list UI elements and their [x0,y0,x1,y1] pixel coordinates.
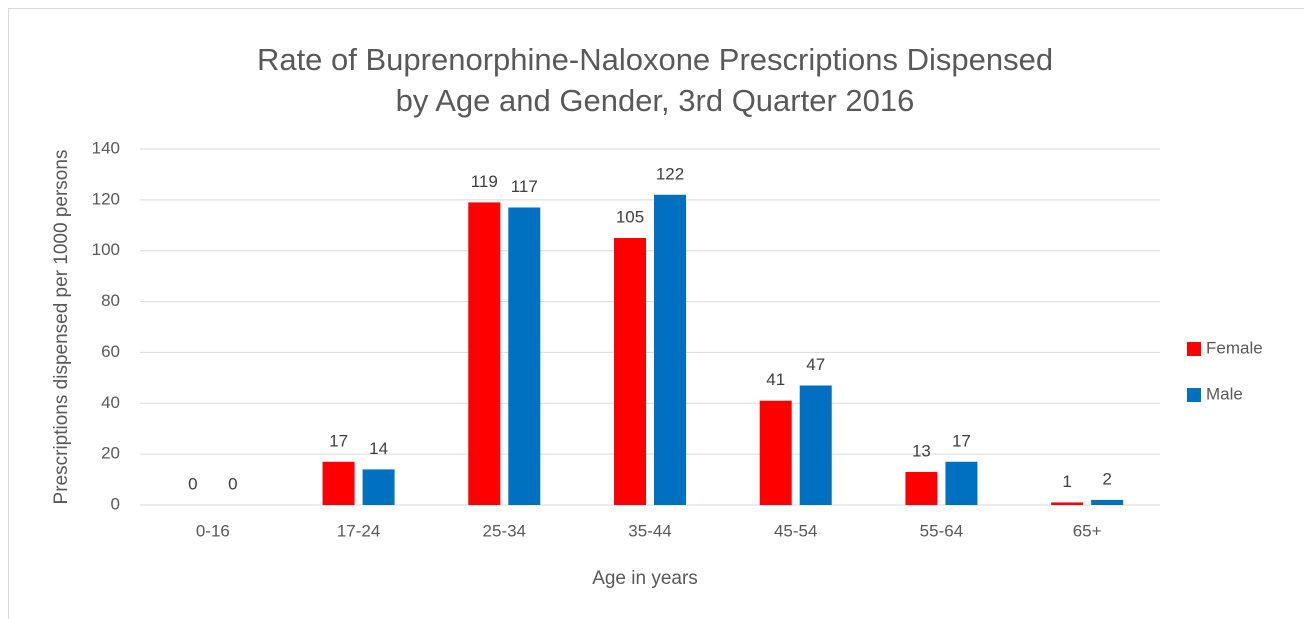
x-tick-label: 0-16 [196,521,230,540]
bar [759,400,792,505]
bar [322,461,355,505]
bar [654,194,686,505]
chart-frame [8,8,1304,619]
data-label: 117 [511,177,538,196]
data-label: 13 [912,441,931,460]
data-label: 17 [329,431,348,450]
bar [614,238,646,505]
y-tick-label: 120 [92,189,120,208]
x-tick-label: 35-44 [628,521,671,540]
y-tick-label: 100 [92,240,120,259]
data-label: 0 [188,474,197,493]
data-label: 41 [766,370,785,389]
chart-title: by Age and Gender, 3rd Quarter 2016 [396,83,915,118]
legend-swatch [1187,388,1201,402]
data-label: 2 [1102,469,1111,488]
chart-title: Rate of Buprenorphine-Naloxone Prescript… [257,42,1053,77]
data-label: 0 [228,474,237,493]
bar [799,385,832,505]
x-tick-label: 17-24 [337,521,380,540]
x-tick-label: 45-54 [774,521,817,540]
bar [468,202,501,505]
data-label: 119 [471,172,498,191]
legend-label: Female [1206,338,1263,357]
data-label: 47 [806,355,825,374]
bar [905,471,938,505]
x-axis-label: Age in years [592,568,698,589]
data-label: 122 [656,164,684,183]
bar [945,461,978,505]
x-tick-label: 25-34 [483,521,526,540]
legend-label: Male [1206,384,1243,403]
x-tick-label: 65+ [1073,521,1102,540]
data-label: 14 [369,439,388,458]
y-tick-label: 20 [101,444,120,463]
x-tick-label: 55-64 [920,521,963,540]
bar [362,469,395,505]
data-label: 105 [616,207,644,226]
y-tick-label: 0 [111,494,120,513]
bar [1051,502,1084,505]
y-tick-label: 80 [101,291,120,310]
data-label: 17 [952,431,971,450]
y-axis-label: Prescriptions dispensed per 1000 persons [51,150,72,505]
y-tick-label: 140 [92,138,120,157]
data-label: 1 [1062,472,1071,491]
legend-swatch [1187,342,1201,356]
bar [508,207,541,505]
y-tick-label: 60 [101,342,120,361]
y-tick-label: 40 [101,393,120,412]
bar [1091,499,1124,505]
